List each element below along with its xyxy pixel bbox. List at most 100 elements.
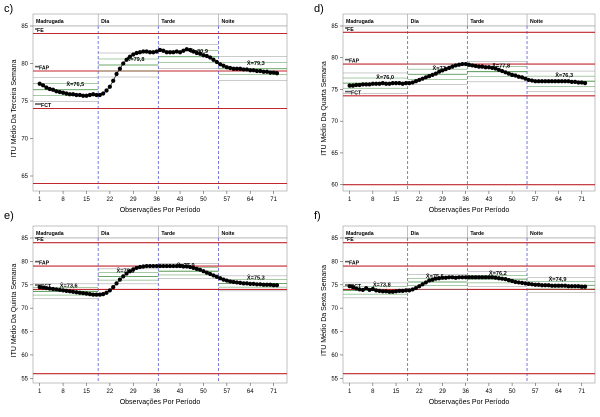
data-point bbox=[244, 67, 249, 72]
data-point bbox=[443, 275, 448, 280]
data-point bbox=[191, 265, 196, 271]
x-tick-label: 43 bbox=[486, 197, 493, 203]
data-point bbox=[238, 280, 243, 286]
data-point bbox=[40, 285, 46, 290]
data-point bbox=[546, 283, 551, 288]
data-point bbox=[357, 287, 362, 292]
data-point bbox=[456, 275, 462, 280]
data-point bbox=[91, 92, 96, 97]
data-point bbox=[264, 69, 270, 74]
y-tick-label: 70 bbox=[21, 306, 28, 312]
period-label: Dia bbox=[101, 19, 109, 25]
data-point bbox=[360, 82, 365, 87]
data-point bbox=[563, 79, 568, 84]
data-point bbox=[67, 92, 72, 97]
data-point bbox=[228, 279, 233, 284]
x-tick-label: 1 bbox=[348, 389, 352, 395]
data-point bbox=[480, 64, 485, 69]
data-point bbox=[417, 284, 422, 289]
plot-frame bbox=[342, 237, 596, 384]
data-point bbox=[248, 68, 253, 73]
data-point bbox=[231, 66, 236, 71]
data-point bbox=[221, 63, 226, 68]
x-tick-label: 8 bbox=[61, 197, 65, 203]
data-point bbox=[549, 79, 554, 84]
data-point bbox=[251, 68, 256, 73]
panel-label: d) bbox=[314, 3, 324, 15]
data-point bbox=[107, 84, 112, 89]
data-point bbox=[423, 280, 428, 285]
data-point bbox=[208, 271, 213, 277]
y-tick-label: 80 bbox=[21, 259, 28, 265]
data-point bbox=[91, 292, 96, 297]
data-point bbox=[470, 63, 475, 68]
data-point bbox=[77, 92, 82, 98]
mean-label: X̄=75,6 bbox=[426, 273, 444, 280]
data-point bbox=[533, 79, 538, 84]
data-point bbox=[397, 81, 402, 86]
data-point bbox=[214, 274, 219, 279]
data-point bbox=[274, 71, 280, 76]
data-point bbox=[187, 47, 193, 53]
x-tick-label: 36 bbox=[462, 389, 469, 395]
data-point bbox=[208, 55, 213, 60]
data-point bbox=[187, 264, 193, 270]
data-point bbox=[566, 79, 571, 84]
x-tick-label: 29 bbox=[130, 389, 137, 395]
data-point bbox=[71, 289, 76, 294]
data-point bbox=[539, 79, 545, 84]
x-axis-label: Observações Por Período bbox=[429, 399, 510, 406]
mean-label: X̄=74,9 bbox=[549, 277, 567, 284]
data-point bbox=[539, 283, 545, 288]
data-point bbox=[519, 75, 525, 80]
data-point bbox=[503, 70, 508, 75]
limit-line-label: **FAP bbox=[345, 261, 360, 267]
period-label: Dia bbox=[411, 19, 419, 25]
period-label: Noite bbox=[530, 231, 543, 237]
y-tick-label: 65 bbox=[21, 174, 28, 180]
data-point bbox=[228, 65, 233, 71]
data-point bbox=[177, 50, 183, 55]
data-point bbox=[124, 271, 129, 276]
data-point bbox=[224, 65, 229, 70]
x-tick-label: 15 bbox=[83, 197, 90, 203]
data-point bbox=[516, 74, 521, 79]
data-point bbox=[463, 61, 468, 67]
data-point bbox=[174, 49, 179, 54]
data-point bbox=[241, 281, 246, 286]
data-point bbox=[147, 50, 153, 55]
x-tick-label: 15 bbox=[83, 389, 90, 395]
limit-line-label: ***FCT bbox=[35, 103, 52, 109]
data-point bbox=[117, 277, 122, 282]
data-point bbox=[400, 81, 405, 86]
y-axis-label: ITU Médio Da Terceira Semana bbox=[11, 59, 18, 157]
data-point bbox=[566, 284, 571, 289]
data-point bbox=[104, 290, 109, 295]
data-point bbox=[576, 284, 581, 289]
y-tick-label: 75 bbox=[21, 283, 28, 289]
data-point bbox=[177, 263, 183, 269]
data-point bbox=[204, 270, 209, 275]
period-label: Madrugada bbox=[36, 231, 64, 237]
x-axis-label: Observações Por Período bbox=[429, 207, 510, 214]
data-point bbox=[261, 69, 266, 74]
data-point bbox=[374, 81, 379, 86]
data-point bbox=[513, 73, 518, 78]
period-header bbox=[342, 13, 596, 27]
data-point bbox=[191, 49, 196, 54]
x-tick-label: 64 bbox=[247, 389, 254, 395]
data-point bbox=[486, 275, 491, 280]
y-tick-label: 80 bbox=[331, 56, 338, 62]
data-point bbox=[174, 263, 179, 269]
data-point bbox=[234, 280, 239, 285]
data-point bbox=[460, 61, 465, 67]
x-tick-label: 57 bbox=[223, 197, 230, 203]
data-point bbox=[127, 54, 133, 59]
data-point bbox=[397, 288, 402, 293]
data-point bbox=[500, 68, 505, 74]
data-point bbox=[364, 285, 369, 291]
data-point bbox=[261, 282, 266, 287]
data-point bbox=[97, 292, 102, 297]
x-tick-label: 50 bbox=[200, 389, 207, 395]
data-point bbox=[224, 278, 229, 283]
